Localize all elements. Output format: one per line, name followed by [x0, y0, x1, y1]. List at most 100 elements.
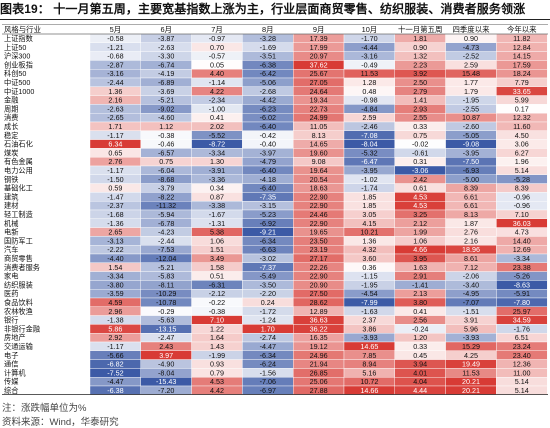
cell-value: 0.05 [210, 60, 224, 69]
cell-value: 19.60 [310, 148, 328, 157]
cell-value: 8.94 [362, 360, 376, 369]
cell-value: 4.32 [362, 245, 376, 254]
cell-value: 20.97 [310, 52, 328, 61]
cell-value: 7.85 [362, 351, 376, 360]
cell-value: -1.47 [107, 192, 123, 201]
cell-value: -2.52 [463, 52, 479, 61]
cell-value: -6.40 [260, 184, 276, 193]
cell-value: 4.53 [413, 192, 427, 201]
cell-value: 22.90 [310, 192, 328, 201]
cell-value: 6.34 [108, 140, 122, 149]
cell-value: -1.51 [463, 307, 479, 316]
cell-value: -6.74 [158, 60, 174, 69]
cell-value: -6.89 [158, 78, 174, 87]
column-header: 10月 [362, 25, 378, 34]
cell-value: -6.34 [260, 236, 276, 245]
cell-value: -7.50 [463, 157, 479, 166]
row-label: 传媒 [4, 377, 18, 386]
cell-value: -1.15 [361, 272, 377, 281]
cell-value: 2.02 [210, 122, 224, 131]
cell-value: -1.76 [514, 324, 530, 333]
column-header: 四季度以来 [453, 25, 491, 34]
cell-value: -4.18 [260, 175, 276, 184]
cell-value: 2.76 [108, 157, 122, 166]
cell-value: 3.05 [362, 210, 376, 219]
cell-value: -5.52 [209, 131, 225, 140]
cell-value: 11.82 [513, 34, 530, 43]
row-label: 周期 [4, 104, 18, 113]
cell-value: -1.02 [361, 175, 377, 184]
header-row: 风格与行业 5月 6月 7月 8月 9月 10月 十一月第五周 四季度以来 今年以来 [4, 25, 537, 34]
cell-value: 5.38 [210, 228, 224, 237]
cell-value: -8.04 [361, 140, 377, 149]
cell-value: 4.04 [413, 377, 427, 386]
cell-value: 14.66 [360, 386, 378, 395]
cell-value: 14.65 [310, 140, 328, 149]
cell-value: 22.73 [310, 104, 328, 113]
cell-value: 2.12 [413, 219, 427, 228]
cell-value: 27.88 [310, 386, 328, 395]
cell-value: -3.15 [260, 201, 276, 210]
cell-value: 8.39 [464, 184, 478, 193]
cell-value: -2.87 [107, 60, 123, 69]
cell-value: -6.57 [158, 148, 174, 157]
cell-value: 0.79 [210, 368, 224, 377]
cell-value: -7.80 [514, 298, 530, 307]
cell-value: -7.37 [260, 263, 276, 272]
cell-value: -6.42 [260, 69, 276, 78]
cell-value: -7.35 [260, 192, 276, 201]
cell-value: 2.65 [108, 228, 122, 237]
cell-value: 5.14 [515, 377, 529, 386]
cell-value: 14.65 [360, 342, 378, 351]
cell-value: 24.64 [310, 87, 328, 96]
cell-value: 33.65 [513, 87, 531, 96]
cell-value: 0.48 [362, 87, 376, 96]
cell-value: 1.64 [210, 333, 224, 342]
cell-value: 1.06 [413, 236, 427, 245]
column-header: 9月 [313, 25, 325, 34]
cell-value: 11.60 [513, 122, 530, 131]
cell-value: 2.92 [108, 333, 122, 342]
cell-value: -6.40 [260, 122, 276, 131]
cell-value: 10.87 [462, 113, 480, 122]
cell-value: 0.36 [362, 263, 376, 272]
cell-value: -1.31 [209, 219, 225, 228]
cell-value: 18.96 [462, 245, 480, 254]
cell-value: -1.95 [463, 96, 479, 105]
row-label: 电子 [4, 351, 18, 360]
cell-value: -6.93 [463, 166, 479, 175]
cell-value: -3.06 [412, 166, 428, 175]
cell-value: 36.03 [513, 219, 531, 228]
cell-value: -1.14 [209, 78, 225, 87]
cell-value: 2.56 [413, 316, 427, 325]
cell-value: 4.42 [210, 386, 224, 395]
cell-value: 20.90 [310, 280, 328, 289]
cell-value: 18.63 [310, 184, 328, 193]
cell-value: 4.15 [362, 219, 376, 228]
cell-value: -2.55 [463, 104, 479, 113]
row-label: 食品饮料 [4, 298, 33, 307]
cell-value: -1.70 [361, 34, 377, 43]
cell-value: 5.16 [362, 368, 376, 377]
cell-value: 4.53 [210, 377, 224, 386]
cell-value: 1.54 [108, 263, 122, 272]
cell-value: -1.50 [107, 175, 123, 184]
cell-value: 1.41 [413, 96, 427, 105]
cell-value: -2.60 [463, 122, 479, 131]
cell-value: 5.86 [108, 324, 122, 333]
row-label: 沪深300 [4, 52, 30, 61]
cell-value: 19.65 [310, 228, 328, 237]
cell-value: 6.27 [515, 148, 529, 157]
cell-value: 2.23 [413, 60, 427, 69]
cell-value: 0.59 [108, 184, 122, 193]
cell-value: -1.74 [361, 184, 377, 193]
cell-value: -6.38 [260, 60, 276, 69]
cell-value: 5.14 [515, 166, 529, 175]
cell-value: 28.62 [310, 298, 328, 307]
cell-value: -5.21 [158, 96, 174, 105]
cell-value: -0.58 [107, 34, 123, 43]
cell-value: -3.50 [260, 280, 276, 289]
cell-value: 0.90 [464, 34, 478, 43]
cell-value: 0.41 [210, 113, 224, 122]
cell-value: 24.99 [310, 113, 328, 122]
